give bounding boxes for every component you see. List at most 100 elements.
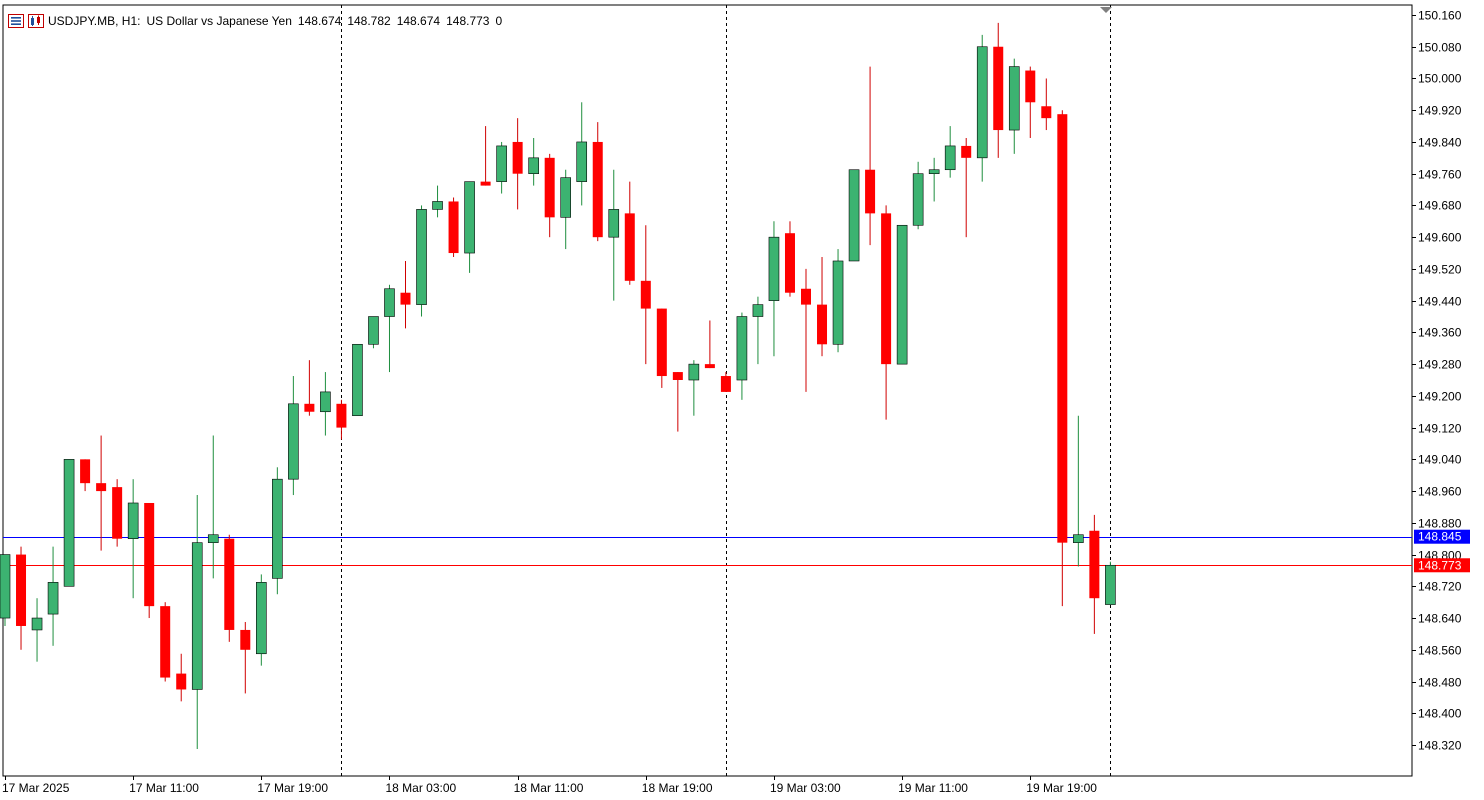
chart-header: USDJPY.MB, H1: US Dollar vs Japanese Yen… — [8, 13, 508, 29]
candle-67[interactable] — [1073, 415, 1084, 567]
candle-47[interactable] — [752, 296, 764, 365]
candle-36[interactable] — [576, 102, 588, 206]
candle-1[interactable] — [16, 546, 27, 650]
candle-3[interactable] — [47, 546, 59, 646]
candle-52[interactable] — [832, 249, 844, 353]
y-tick-label-1: 150.080 — [1418, 41, 1462, 55]
candle-body — [1041, 106, 1052, 119]
candle-21[interactable] — [336, 399, 347, 440]
candle-body — [207, 534, 219, 543]
candle-body — [496, 145, 507, 182]
bid-price-label-text: 148.773 — [1418, 558, 1462, 572]
candle-body — [480, 181, 491, 186]
candle-65[interactable] — [1041, 78, 1052, 131]
candle-27[interactable] — [432, 185, 443, 218]
candle-18[interactable] — [288, 376, 299, 496]
candle-66[interactable] — [1057, 110, 1068, 607]
candle-4[interactable] — [63, 459, 75, 587]
candle-17[interactable] — [272, 467, 283, 595]
candle-5[interactable] — [80, 459, 91, 492]
candle-41[interactable] — [656, 308, 667, 388]
candle-body — [63, 459, 75, 587]
candle-59[interactable] — [944, 126, 956, 178]
candle-37[interactable] — [592, 122, 603, 242]
candle-62[interactable] — [993, 22, 1004, 158]
candle-43[interactable] — [688, 360, 700, 416]
candle-69[interactable] — [1105, 561, 1116, 605]
candle-54[interactable] — [865, 66, 876, 246]
candle-58[interactable] — [928, 157, 940, 202]
x-tick-label-8: 19 Mar 19:00 — [1026, 781, 1097, 795]
candle-49[interactable] — [784, 221, 795, 297]
candle-55[interactable] — [881, 205, 892, 420]
candle-53[interactable] — [848, 169, 860, 262]
candle-body — [127, 502, 139, 539]
list-menu-icon[interactable] — [8, 14, 24, 28]
candle-31[interactable] — [496, 141, 507, 194]
candle-24[interactable] — [384, 284, 395, 373]
candle-12[interactable] — [191, 495, 203, 749]
candle-10[interactable] — [160, 602, 171, 682]
candle-9[interactable] — [144, 502, 155, 619]
candle-8[interactable] — [127, 479, 139, 599]
candle-25[interactable] — [400, 260, 411, 329]
candle-2[interactable] — [31, 598, 43, 662]
x-tick-label-7: 19 Mar 11:00 — [898, 781, 968, 795]
shift-marker-icon[interactable] — [1100, 7, 1112, 13]
candle-51[interactable] — [817, 257, 828, 357]
candle-19[interactable] — [304, 360, 315, 416]
candle-22[interactable] — [352, 343, 363, 417]
candle-11[interactable] — [176, 653, 187, 702]
candle-68[interactable] — [1089, 514, 1100, 634]
candle-57[interactable] — [912, 161, 924, 230]
candle-body — [896, 224, 908, 365]
candle-body — [768, 236, 780, 301]
candle-23[interactable] — [368, 316, 379, 349]
y-tick-label-14: 149.040 — [1418, 453, 1462, 467]
y-tick-label-3: 149.920 — [1418, 104, 1462, 118]
bid-price-label: 148.773 — [1414, 558, 1470, 573]
candle-body — [112, 487, 123, 539]
candle-61[interactable] — [976, 34, 988, 182]
candle-44[interactable] — [704, 320, 715, 369]
candle-14[interactable] — [224, 534, 235, 642]
candle-13[interactable] — [207, 435, 219, 579]
candle-34[interactable] — [544, 153, 555, 238]
y-tick-label-4: 149.840 — [1418, 136, 1462, 150]
chart-window-icon[interactable] — [28, 14, 44, 28]
candle-42[interactable] — [672, 372, 683, 432]
candle-28[interactable] — [448, 197, 459, 258]
candle-35[interactable] — [560, 169, 572, 250]
candle-body — [944, 145, 956, 171]
candle-15[interactable] — [240, 622, 251, 694]
candle-56[interactable] — [896, 224, 908, 365]
candle-60[interactable] — [961, 137, 972, 238]
candle-body — [31, 617, 43, 631]
candle-33[interactable] — [528, 137, 539, 186]
candle-30[interactable] — [480, 126, 491, 186]
candle-64[interactable] — [1025, 66, 1036, 138]
candle-body — [961, 145, 972, 158]
candle-50[interactable] — [801, 268, 811, 392]
candle-0[interactable] — [0, 554, 11, 626]
candle-63[interactable] — [1008, 58, 1020, 154]
candle-7[interactable] — [112, 479, 123, 547]
candle-46[interactable] — [736, 312, 748, 400]
x-tick-label-4: 18 Mar 11:00 — [514, 781, 584, 795]
candle-20[interactable] — [320, 372, 331, 436]
candle-48[interactable] — [768, 221, 780, 357]
candle-16[interactable] — [256, 574, 267, 666]
candle-39[interactable] — [624, 181, 635, 285]
candle-body — [256, 582, 267, 655]
candle-26[interactable] — [416, 205, 427, 317]
candle-29[interactable] — [464, 181, 475, 273]
candle-40[interactable] — [640, 225, 651, 365]
y-tick-label-13: 149.120 — [1418, 422, 1462, 436]
candle-32[interactable] — [512, 118, 523, 210]
candle-45[interactable] — [720, 372, 731, 392]
candle-6[interactable] — [96, 435, 107, 551]
candle-body — [336, 403, 347, 428]
candle-38[interactable] — [608, 169, 620, 301]
